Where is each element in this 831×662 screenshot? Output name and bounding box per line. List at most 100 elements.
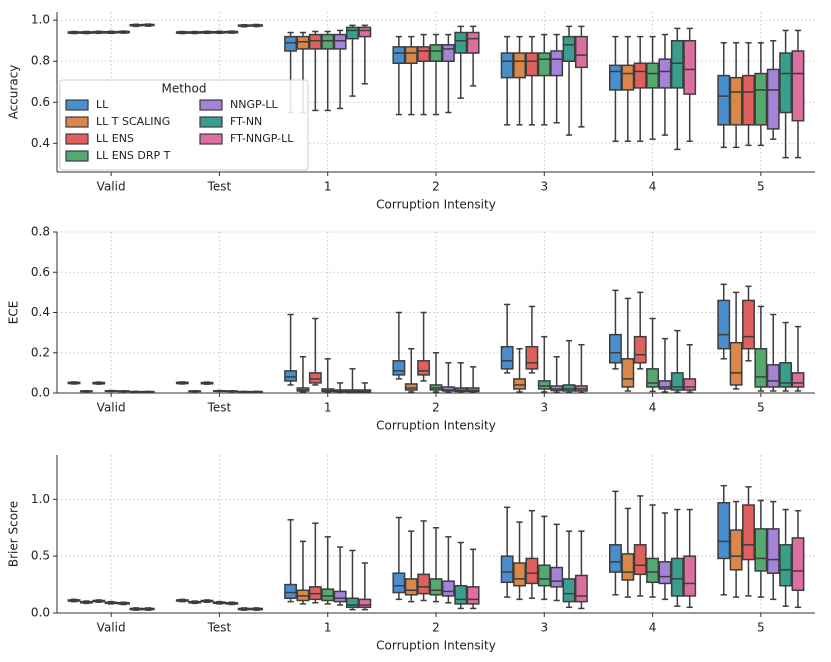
x-tick-label: 2	[432, 180, 440, 194]
box	[358, 598, 372, 609]
y-tick-label: 0.2	[31, 345, 50, 359]
box	[284, 583, 298, 599]
legend-frame	[59, 79, 309, 171]
x-tick-label: 5	[757, 621, 765, 635]
box	[609, 544, 622, 573]
box	[646, 557, 660, 584]
box	[392, 572, 406, 594]
box	[754, 72, 768, 126]
x-tick-label: 4	[649, 621, 657, 635]
x-tick-label: 1	[324, 621, 332, 635]
box	[791, 537, 805, 592]
box	[441, 580, 455, 597]
box	[296, 35, 310, 50]
box	[621, 64, 635, 91]
box	[670, 557, 684, 597]
x-tick-label: Test	[207, 180, 232, 194]
box	[562, 384, 576, 392]
y-tick-label: 0.4	[31, 305, 50, 319]
x-tick-label: 4	[649, 180, 657, 194]
box	[574, 35, 588, 69]
box	[441, 386, 455, 392]
legend-label: LL	[96, 98, 109, 111]
y-axis-title: Brier Score	[7, 501, 21, 567]
box	[766, 528, 780, 574]
box	[500, 555, 514, 584]
box	[454, 584, 468, 605]
box	[346, 26, 359, 40]
legend-label: LL ENS DRP T	[96, 149, 171, 162]
box	[683, 39, 697, 95]
box	[284, 35, 298, 52]
box	[525, 345, 539, 370]
y-tick-label: 0.0	[31, 386, 50, 400]
box	[742, 299, 755, 350]
box	[429, 44, 443, 62]
x-tick-label: 2	[432, 621, 440, 635]
x-tick-label: Valid	[97, 180, 126, 194]
box	[791, 50, 805, 122]
x-tick-label: 3	[540, 401, 548, 415]
legend-swatch	[65, 116, 89, 128]
y-tick-label: 0.5	[31, 549, 50, 563]
box	[525, 557, 539, 585]
box	[417, 360, 431, 376]
box	[308, 33, 322, 50]
x-tick-label: Valid	[97, 401, 126, 415]
box	[683, 378, 697, 391]
box	[670, 39, 684, 89]
x-tick-label: Test	[207, 621, 232, 635]
box	[454, 31, 468, 54]
box	[717, 501, 731, 560]
box	[513, 378, 526, 390]
box	[417, 573, 431, 595]
legend-swatch	[65, 150, 89, 162]
box	[766, 68, 780, 130]
box	[633, 544, 647, 576]
legend-swatch	[199, 133, 223, 145]
y-tick-label: 0.8	[31, 225, 50, 239]
box	[537, 380, 551, 390]
box	[633, 335, 647, 364]
box	[308, 372, 322, 384]
box	[513, 562, 526, 587]
y-tick-label: 1.0	[31, 492, 50, 506]
box	[658, 58, 672, 89]
box	[333, 590, 347, 603]
box	[333, 33, 347, 50]
box	[717, 74, 731, 126]
box	[321, 588, 335, 602]
box	[670, 372, 684, 391]
x-tick-label: 5	[757, 401, 765, 415]
box	[284, 370, 298, 382]
box	[358, 26, 372, 38]
x-axis-title: Corruption Intensity	[376, 639, 496, 653]
box	[562, 35, 576, 62]
box	[766, 364, 780, 388]
legend-label: LL T SCALING	[96, 115, 170, 128]
legend-swatch	[199, 116, 223, 128]
box	[658, 561, 672, 585]
box	[646, 62, 660, 89]
legend-label: FT-NN	[230, 115, 262, 128]
x-axis-title: Corruption Intensity	[376, 198, 496, 212]
box	[466, 586, 480, 605]
box	[791, 372, 805, 388]
box	[500, 345, 514, 370]
y-tick-label: 1.0	[31, 13, 50, 27]
legend-swatch	[199, 99, 223, 111]
box	[658, 380, 672, 390]
box	[392, 46, 406, 65]
box	[417, 46, 431, 62]
y-axis-title: Accuracy	[7, 65, 21, 120]
box	[646, 368, 660, 388]
box	[404, 383, 418, 391]
box	[729, 341, 743, 386]
x-tick-label: 3	[540, 180, 548, 194]
box	[562, 578, 576, 603]
box	[441, 44, 455, 62]
legend-title: Method	[161, 82, 206, 96]
box	[779, 544, 793, 587]
x-tick-label: 5	[757, 180, 765, 194]
x-tick-label: Test	[207, 401, 232, 415]
